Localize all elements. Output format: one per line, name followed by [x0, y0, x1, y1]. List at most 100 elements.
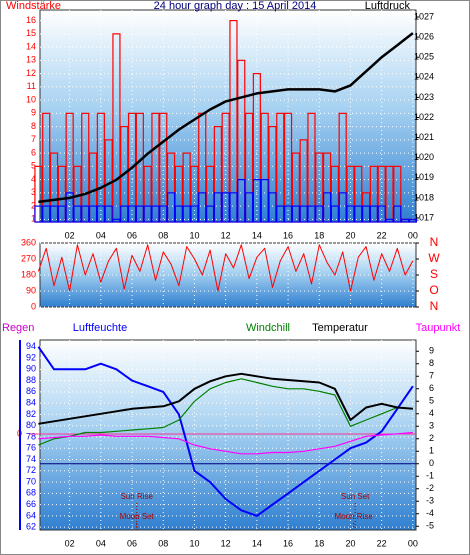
- y-tick-label: 64: [26, 510, 36, 520]
- x-tick-label: 02: [65, 230, 75, 240]
- y-tick-label: 68: [26, 488, 36, 498]
- wind-bar: [120, 205, 129, 223]
- wind-bar: [400, 218, 410, 223]
- wind-bar: [338, 192, 347, 223]
- y-tick-label: 72: [26, 465, 36, 475]
- annotation: Moon Set: [120, 512, 155, 521]
- y-tick-label: 94: [26, 341, 36, 351]
- y-tick-label: 74: [26, 454, 36, 464]
- series-line: [38, 378, 413, 446]
- y2-tick-label: -5: [426, 521, 434, 531]
- wind-bar: [237, 179, 246, 223]
- wind-bar: [369, 205, 378, 223]
- wind-bar: [49, 205, 59, 223]
- y-tick-label: 6: [31, 147, 36, 157]
- wind-bar: [315, 205, 324, 223]
- x-tick-label: 08: [158, 538, 168, 548]
- x-tick-label: 18: [314, 538, 324, 548]
- y-tick-label: 7: [31, 134, 36, 144]
- y-tick-label: 90: [26, 364, 36, 374]
- y-tick-label: 0: [31, 301, 36, 311]
- x-tick-label: 12: [221, 538, 231, 548]
- wind-bar: [166, 192, 176, 223]
- series-line: [37, 346, 414, 517]
- y-tick-label: 82: [26, 409, 36, 419]
- y-tick-label: 16: [26, 15, 36, 25]
- wind-bar: [307, 205, 316, 223]
- y-tick-label: 4: [31, 174, 36, 184]
- y-axis-label: Windstärke: [6, 0, 61, 12]
- y-tick-label: 92: [26, 352, 36, 362]
- wind-bar: [346, 205, 355, 223]
- x-tick-label: 14: [252, 538, 262, 548]
- y2-tick-label: 5: [429, 396, 434, 406]
- wind-bar: [408, 218, 417, 223]
- wind-bar: [190, 205, 199, 223]
- wind-bar: [393, 205, 402, 223]
- y-tick-label: 15: [26, 28, 36, 38]
- wind-bar: [42, 205, 51, 223]
- wind-bar: [112, 218, 121, 223]
- y-tick-label: 90: [26, 285, 36, 295]
- x-tick-label: 06: [127, 230, 137, 240]
- y2-tick-label: N: [430, 235, 439, 249]
- legend-label: Windchill: [246, 322, 290, 334]
- wind-bar: [81, 205, 90, 223]
- series-line: [38, 32, 414, 204]
- y-tick-label: 9: [31, 108, 36, 118]
- series-line: [38, 431, 413, 455]
- y2-tick-label: 1022: [414, 112, 434, 122]
- y-tick-label: 12: [26, 68, 36, 78]
- wind-bar: [135, 205, 144, 223]
- y2-tick-label: -1: [426, 471, 434, 481]
- wind-bar: [322, 192, 332, 223]
- x-tick-label: 16: [283, 230, 293, 240]
- wind-bar: [385, 218, 394, 223]
- y-tick-label: 8: [31, 121, 36, 131]
- wind-bar: [88, 205, 98, 223]
- y-tick-label: 11: [27, 81, 36, 91]
- wind-bar: [127, 205, 137, 223]
- x-tick-label: 22: [377, 538, 387, 548]
- x-tick-label: 20: [345, 538, 355, 548]
- y2-tick-label: 1027: [414, 11, 434, 21]
- y2-tick-label: 1025: [414, 52, 434, 62]
- y2-tick-label: 1017: [414, 212, 434, 222]
- y2-tick-label: 1018: [414, 192, 434, 202]
- y2-tick-label: 2: [429, 433, 434, 443]
- legend-label: Taupunkt: [416, 322, 461, 334]
- y-tick-label: 360: [21, 237, 36, 247]
- y-tick-label: 76: [26, 443, 36, 453]
- chart-title: 24 hour graph day : 15 April 2014: [154, 0, 317, 12]
- y-tick-label: 88: [26, 375, 36, 385]
- x-tick-label: 16: [283, 538, 293, 548]
- x-tick-label: 06: [127, 538, 137, 548]
- wind-bar: [205, 205, 215, 223]
- wind-bar: [252, 179, 261, 223]
- wind-bar: [377, 205, 386, 223]
- wind-bar: [361, 205, 371, 223]
- y-tick-label: 1: [31, 214, 36, 224]
- x-tick-label: 22: [377, 230, 387, 240]
- y2-tick-label: 1020: [414, 152, 434, 162]
- wind-bar: [151, 205, 160, 223]
- y2-tick-label: -3: [426, 496, 434, 506]
- x-tick-label: 10: [189, 230, 199, 240]
- x-tick-label: 10: [189, 538, 199, 548]
- x-tick-label: 08: [158, 230, 168, 240]
- x-tick-label: 12: [221, 230, 231, 240]
- wind-bar: [276, 205, 285, 223]
- y2-tick-label: 0: [429, 458, 434, 468]
- y-tick-label: 180: [21, 269, 36, 279]
- wind-bar: [182, 205, 191, 223]
- x-tick-label: 14: [252, 230, 262, 240]
- wind-bar: [283, 205, 293, 223]
- y-tick-label: 66: [26, 499, 36, 509]
- rain-label: Regen: [2, 322, 34, 334]
- legend-label: Luftfeuchte: [73, 322, 127, 334]
- wind-bar: [330, 205, 339, 223]
- x-tick-label: 00: [408, 230, 418, 240]
- wind-bar: [143, 205, 152, 223]
- annotation: Moon Rise: [334, 512, 373, 521]
